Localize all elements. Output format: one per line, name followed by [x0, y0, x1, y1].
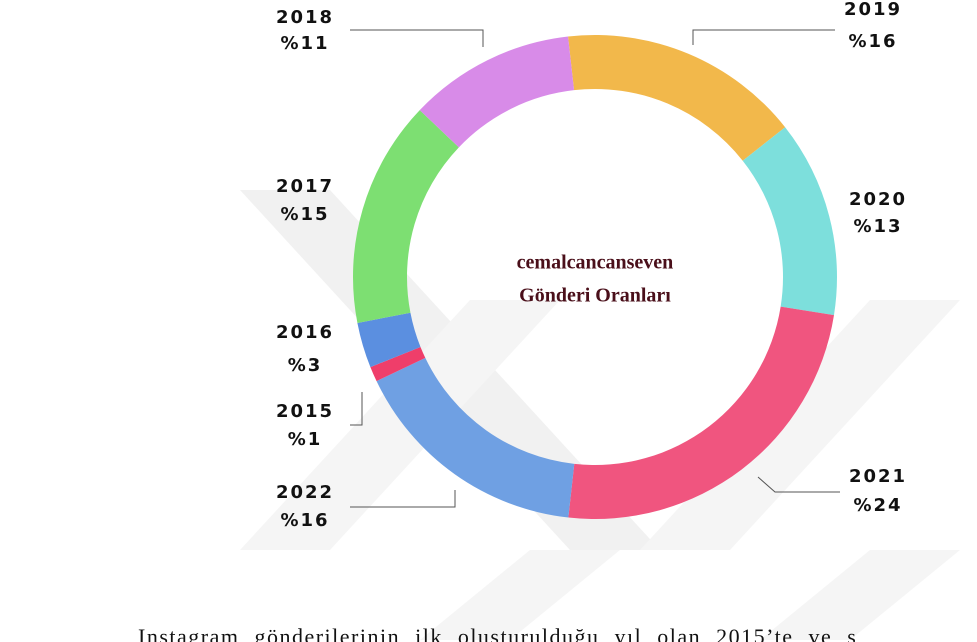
value-label: %24: [853, 495, 902, 516]
category-label: 2019: [844, 0, 902, 20]
center-subtitle: Gönderi Oranları: [519, 285, 671, 307]
value-label: %11: [280, 33, 329, 54]
donut-segment: [352, 110, 459, 323]
donut-segment: [419, 36, 575, 148]
category-label: 2022: [276, 482, 334, 503]
donut-segment: [742, 127, 837, 316]
donut-segment: [568, 306, 834, 519]
category-label: 2017: [276, 176, 334, 197]
center-title: cemalcancanseven: [517, 252, 674, 274]
donut-segment: [568, 35, 786, 161]
category-label: 2020: [849, 189, 907, 210]
value-label: %1: [288, 429, 323, 450]
value-label: %15: [280, 204, 329, 225]
category-label: 2021: [849, 466, 907, 487]
category-label: 2015: [276, 401, 334, 422]
value-label: %16: [280, 510, 329, 531]
donut-segment: [357, 312, 421, 368]
category-label: 2016: [276, 322, 334, 343]
value-label: %3: [288, 355, 323, 376]
body-text: Instagram gönderilerinin ilk oluşturuldu…: [138, 624, 857, 642]
donut-segment: [376, 357, 575, 518]
category-label: 2018: [276, 7, 334, 28]
donut-segment: [370, 346, 426, 382]
leader-lines: [350, 29, 840, 508]
donut: [352, 35, 837, 519]
value-label: %16: [848, 31, 897, 52]
value-label: %13: [853, 216, 902, 237]
watermark: [240, 190, 960, 640]
